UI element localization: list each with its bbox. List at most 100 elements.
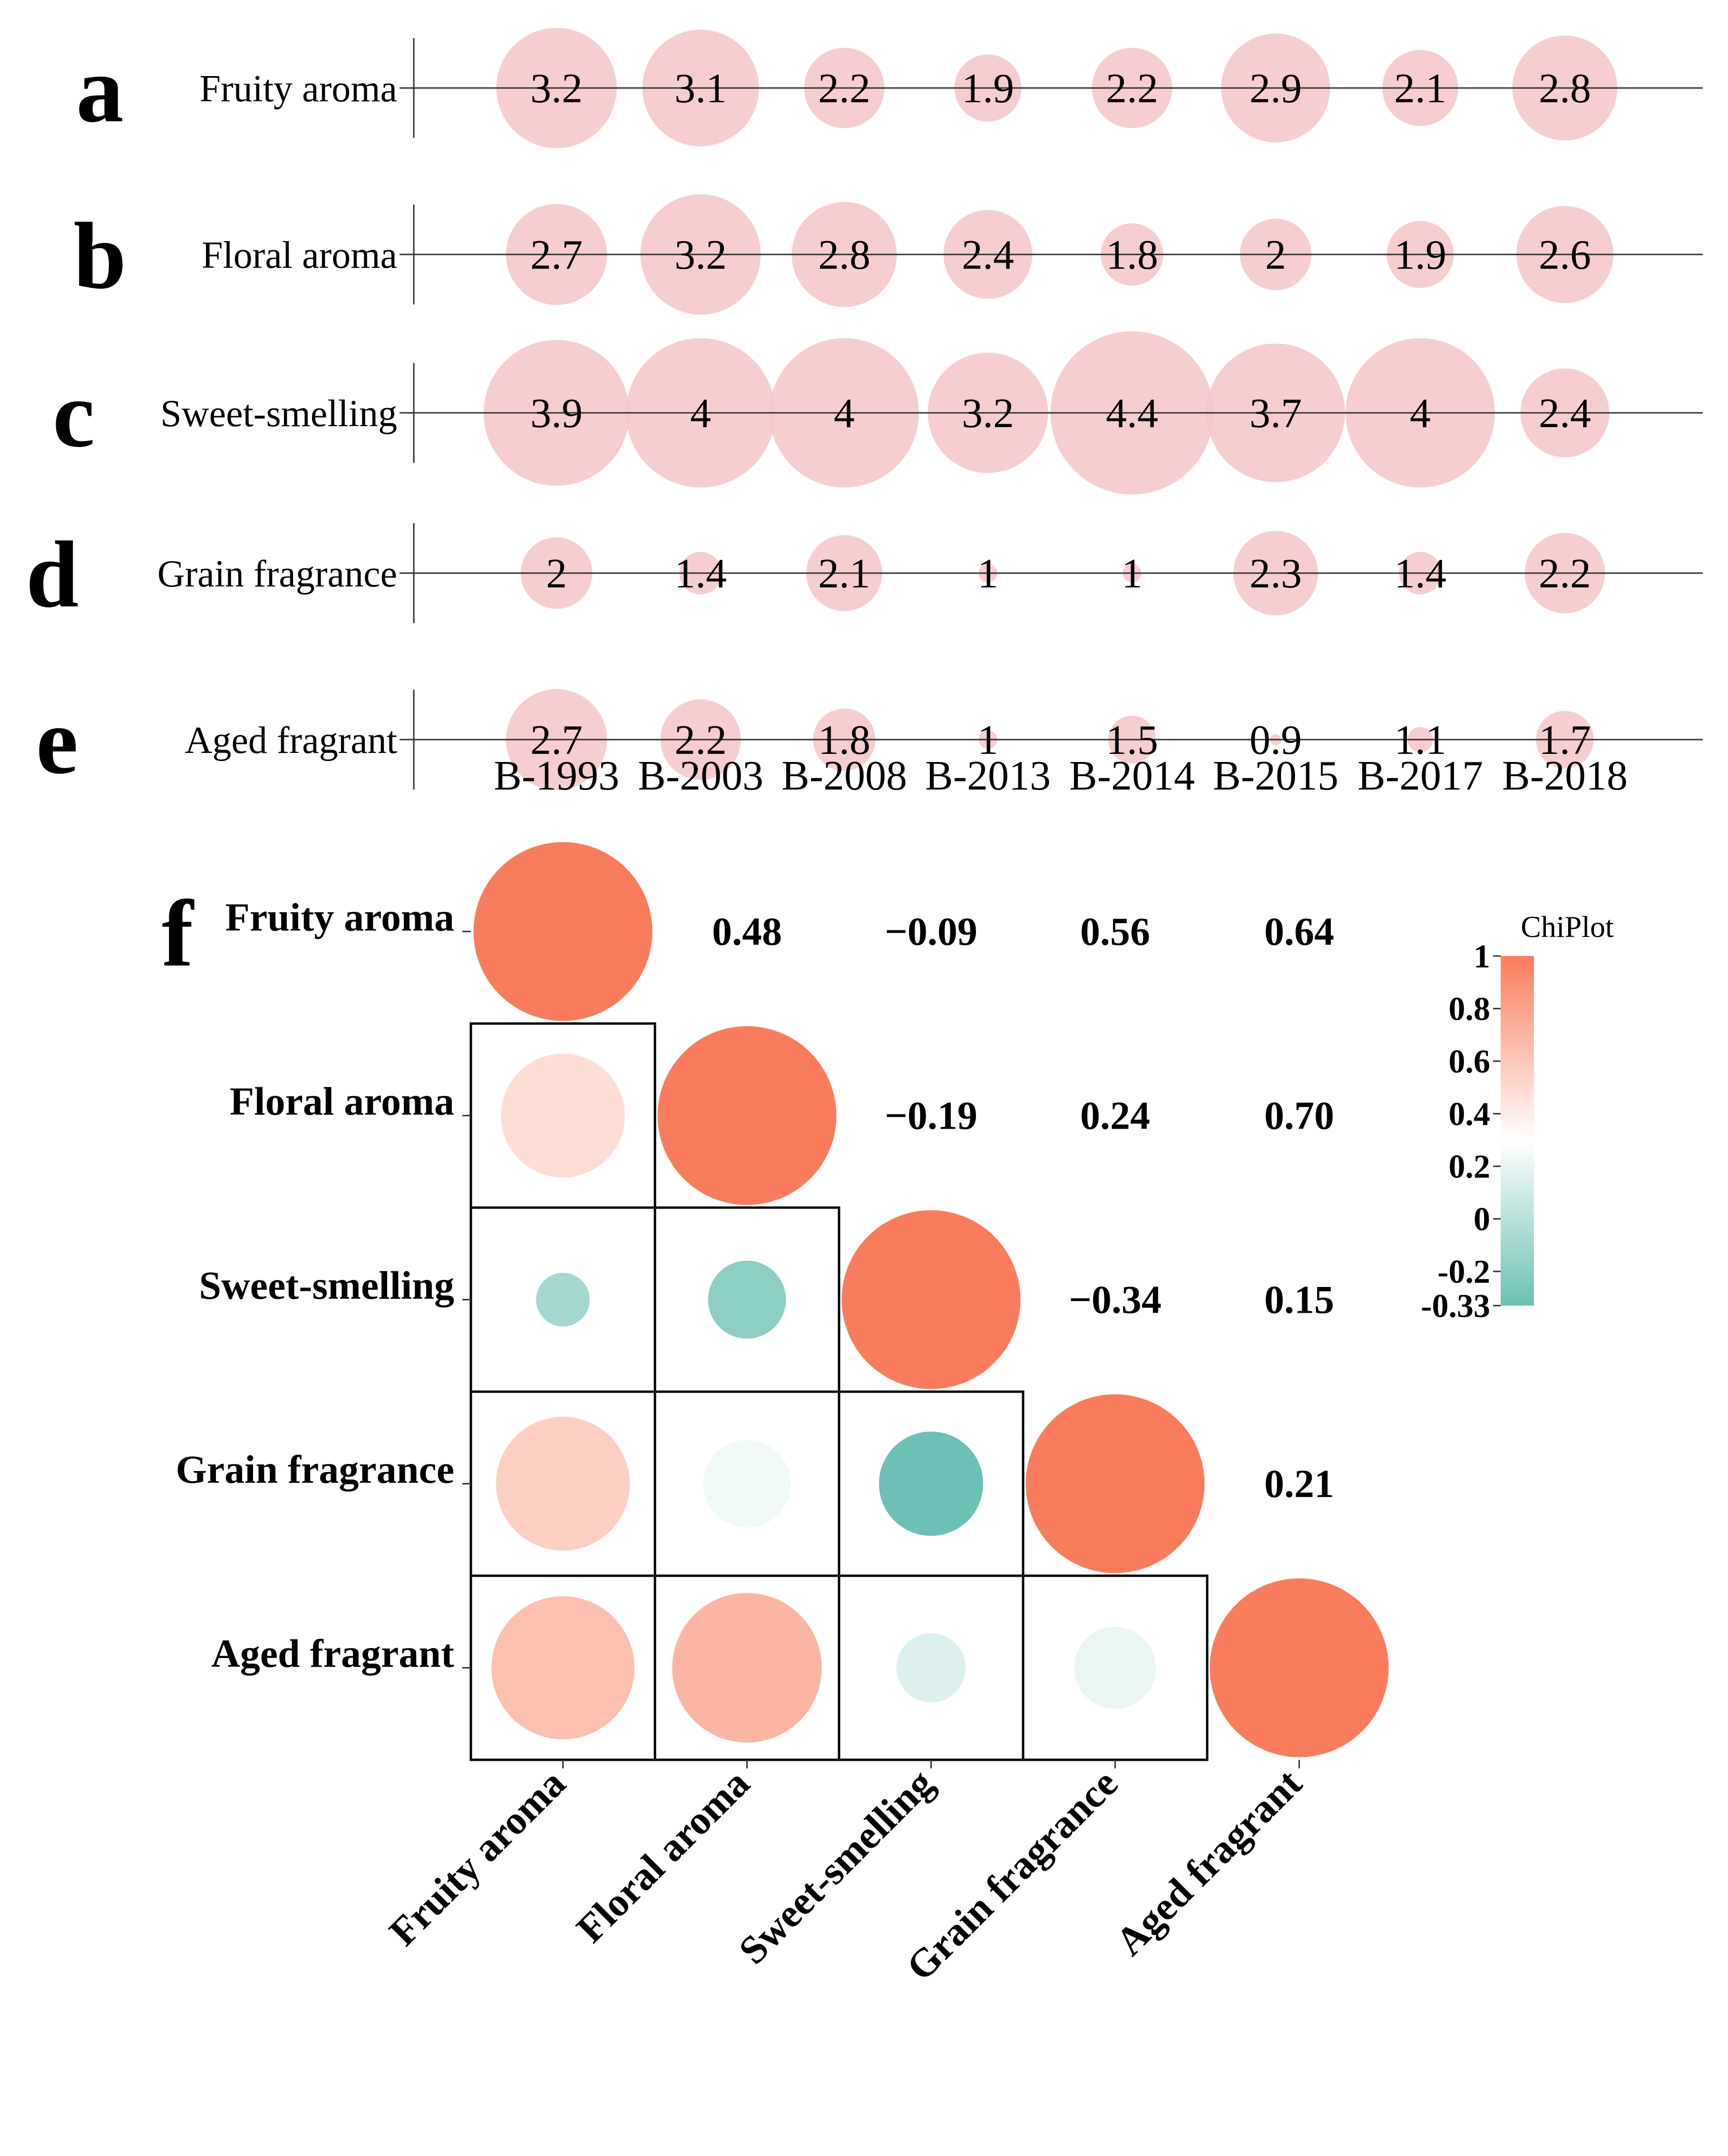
value-label-sweet-smelling-b-1993: 3.9 (530, 390, 583, 437)
corr-value-sweet-smelling-grain-fragrance: −0.34 (1069, 1278, 1162, 1322)
panel-letter-a: a (76, 37, 124, 142)
value-label-fruity-aroma-b-1993: 3.2 (530, 66, 583, 112)
value-label-sweet-smelling-b-2017: 4 (1410, 390, 1431, 437)
value-label-fruity-aroma-b-2017: 2.1 (1394, 66, 1446, 112)
value-label-aged-fragrant-b-2003: 2.2 (674, 717, 727, 763)
value-label-floral-aroma-b-2018: 2.6 (1539, 232, 1591, 278)
corr-value-fruity-aroma-floral-aroma: 0.48 (712, 910, 782, 954)
bubble-row-sweet-smelling: 3.9 4 4 3.2 4.4 3.7 4 2.4 Sweet-smelling c (53, 331, 1703, 495)
value-label-floral-aroma-b-1993: 2.7 (530, 232, 583, 278)
value-label-fruity-aroma-b-2003: 3.1 (674, 66, 727, 112)
legend-tick-0-4: 0.4 (1449, 1096, 1491, 1133)
value-label-sweet-smelling-b-2003: 4 (690, 390, 711, 437)
x-label-aged-fragrant: Aged fragrant (1107, 1761, 1310, 1964)
x-tick-b-2014: B-2014 (1069, 753, 1195, 799)
x-tick-b-1993: B-1993 (494, 753, 619, 799)
value-label-grain-fragrance-b-2014: 1 (1122, 551, 1142, 597)
corr-value-floral-aroma-grain-fragrance: 0.24 (1080, 1094, 1150, 1138)
corr-circle-grain-fragrance-fruity-aroma (496, 1416, 630, 1551)
panel-letter-d: d (26, 522, 78, 627)
x-label-floral-aroma: Floral aroma (568, 1761, 758, 1951)
corr-value-sweet-smelling-aged-fragrant: 0.15 (1264, 1278, 1334, 1322)
row-label-floral-aroma: Floral aroma (202, 234, 397, 276)
y-label-grain-fragrance: Grain fragrance (176, 1448, 455, 1492)
value-label-aged-fragrant-b-2008: 1.8 (818, 717, 870, 763)
corr-circle-sweet-smelling-floral-aroma (708, 1260, 786, 1339)
correlation-panel: f 0.48 −0.09 0.56 0.64 −0.19 0.24 0.70 −0.34 0.1… (162, 842, 1614, 1989)
legend-bar (1501, 956, 1534, 1306)
value-label-floral-aroma-b-2014: 1.8 (1106, 232, 1158, 278)
legend-tick-0-8: 0.8 (1449, 991, 1491, 1028)
value-label-fruity-aroma-b-2018: 2.8 (1539, 66, 1591, 112)
value-label-floral-aroma-b-2008: 2.8 (818, 232, 870, 278)
value-label-grain-fragrance-b-2018: 2.2 (1539, 551, 1591, 597)
value-label-aged-fragrant-b-2018: 1.7 (1539, 717, 1591, 763)
panel-letter-e: e (36, 689, 78, 794)
bubble-row-aged-fragrant: 2.7 2.2 1.8 1 1.5 0.9 1.1 1.7 Aged fragrant e (36, 689, 1703, 794)
legend-tick-0-2: -0.2 (1437, 1254, 1490, 1290)
row-label-aged-fragrant: Aged fragrant (185, 720, 397, 761)
value-label-sweet-smelling-b-2014: 4.4 (1106, 390, 1158, 437)
x-tick-b-2015: B-2015 (1213, 753, 1338, 799)
value-label-aged-fragrant-b-1993: 2.7 (530, 717, 583, 763)
value-label-grain-fragrance-b-2008: 2.1 (818, 551, 870, 597)
panel-letter-f: f (162, 881, 195, 986)
x-label-sweet-smelling: Sweet-smelling (731, 1761, 942, 1973)
y-label-aged-fragrant: Aged fragrant (211, 1632, 454, 1676)
panel-letter-c: c (53, 362, 95, 467)
corr-value-floral-aroma-sweet-smelling: −0.19 (885, 1094, 977, 1138)
corr-circle-sweet-smelling-fruity-aroma (536, 1273, 590, 1327)
corr-circle-floral-aroma-floral-aroma (657, 1026, 837, 1205)
corr-circle-aged-fragrant-floral-aroma (672, 1593, 822, 1743)
legend-tick-0-6: 0.6 (1449, 1044, 1491, 1080)
x-tick-b-2017: B-2017 (1357, 753, 1483, 799)
x-label-fruity-aroma: Fruity aroma (381, 1761, 574, 1954)
color-legend: ChiPlot 1 0.8 0.6 0.4 0.2 0 -0.2-0.33 (1421, 910, 1614, 1325)
value-label-aged-fragrant-b-2013: 1 (977, 717, 998, 763)
bubble-row-floral-aroma: 2.7 3.2 2.8 2.4 1.8 2 1.9 2.6 Floral aroma b (73, 194, 1703, 315)
value-label-aged-fragrant-b-2015: 0.9 (1250, 717, 1302, 763)
value-label-grain-fragrance-b-2003: 1.4 (674, 551, 727, 597)
corr-circle-grain-fragrance-sweet-smelling (879, 1431, 984, 1536)
value-label-floral-aroma-b-2003: 3.2 (674, 232, 727, 278)
corr-value-floral-aroma-aged-fragrant: 0.70 (1264, 1094, 1334, 1138)
corr-circle-aged-fragrant-aged-fragrant (1210, 1578, 1389, 1757)
bubble-row-grain-fragrance: 2 1.4 2.1 1 1 2.3 1.4 2.2 Grain fragrance d (26, 522, 1703, 627)
row-label-grain-fragrance: Grain fragrance (157, 553, 397, 595)
value-label-sweet-smelling-b-2015: 3.7 (1250, 390, 1302, 437)
corr-value-fruity-aroma-grain-fragrance: 0.56 (1080, 910, 1150, 954)
x-tick-b-2013: B-2013 (925, 753, 1051, 799)
value-label-fruity-aroma-b-2013: 1.9 (962, 66, 1014, 112)
value-label-floral-aroma-b-2013: 2.4 (962, 232, 1014, 278)
y-label-floral-aroma: Floral aroma (230, 1080, 454, 1124)
value-label-fruity-aroma-b-2014: 2.2 (1106, 66, 1158, 112)
value-label-grain-fragrance-b-2015: 2.3 (1250, 551, 1302, 597)
value-label-sweet-smelling-b-2008: 4 (834, 390, 855, 437)
corr-circle-aged-fragrant-fruity-aroma (491, 1596, 635, 1739)
value-label-fruity-aroma-b-2008: 2.2 (818, 66, 870, 112)
x-tick-b-2018: B-2018 (1502, 753, 1628, 799)
legend-tick-0-33: -0.33 (1421, 1288, 1490, 1325)
value-label-fruity-aroma-b-2015: 2.9 (1250, 66, 1302, 112)
corr-circle-grain-fragrance-floral-aroma (703, 1440, 791, 1528)
value-label-grain-fragrance-b-2017: 1.4 (1394, 551, 1446, 597)
legend-tick-0: 0 (1474, 1201, 1490, 1238)
y-label-sweet-smelling: Sweet-smelling (199, 1264, 454, 1308)
corr-circle-floral-aroma-fruity-aroma (501, 1054, 625, 1178)
corr-value-grain-fragrance-aged-fragrant: 0.21 (1264, 1462, 1334, 1506)
y-label-fruity-aroma: Fruity aroma (225, 896, 454, 940)
bubble-row-fruity-aroma: 3.2 3.1 2.2 1.9 2.2 2.9 2.1 2.8 Fruity aroma a (76, 28, 1703, 148)
corr-circle-fruity-aroma-fruity-aroma (473, 842, 653, 1021)
bubble-panels: 3.2 3.1 2.2 1.9 2.2 2.9 2.1 2.8 Fruity aroma a 2.7… (26, 28, 1703, 799)
corr-value-fruity-aroma-aged-fragrant: 0.64 (1264, 910, 1334, 954)
legend-tick-0-2: 0.2 (1449, 1149, 1491, 1185)
value-label-aged-fragrant-b-2014: 1.5 (1106, 717, 1158, 763)
value-label-floral-aroma-b-2017: 1.9 (1394, 232, 1446, 278)
corr-circle-aged-fragrant-grain-fragrance (1074, 1627, 1156, 1709)
value-label-sweet-smelling-b-2018: 2.4 (1539, 390, 1591, 437)
corr-value-fruity-aroma-sweet-smelling: −0.09 (885, 910, 977, 954)
value-label-grain-fragrance-b-1993: 2 (546, 551, 567, 597)
row-label-fruity-aroma: Fruity aroma (200, 68, 397, 110)
x-tick-b-2003: B-2003 (638, 753, 763, 799)
